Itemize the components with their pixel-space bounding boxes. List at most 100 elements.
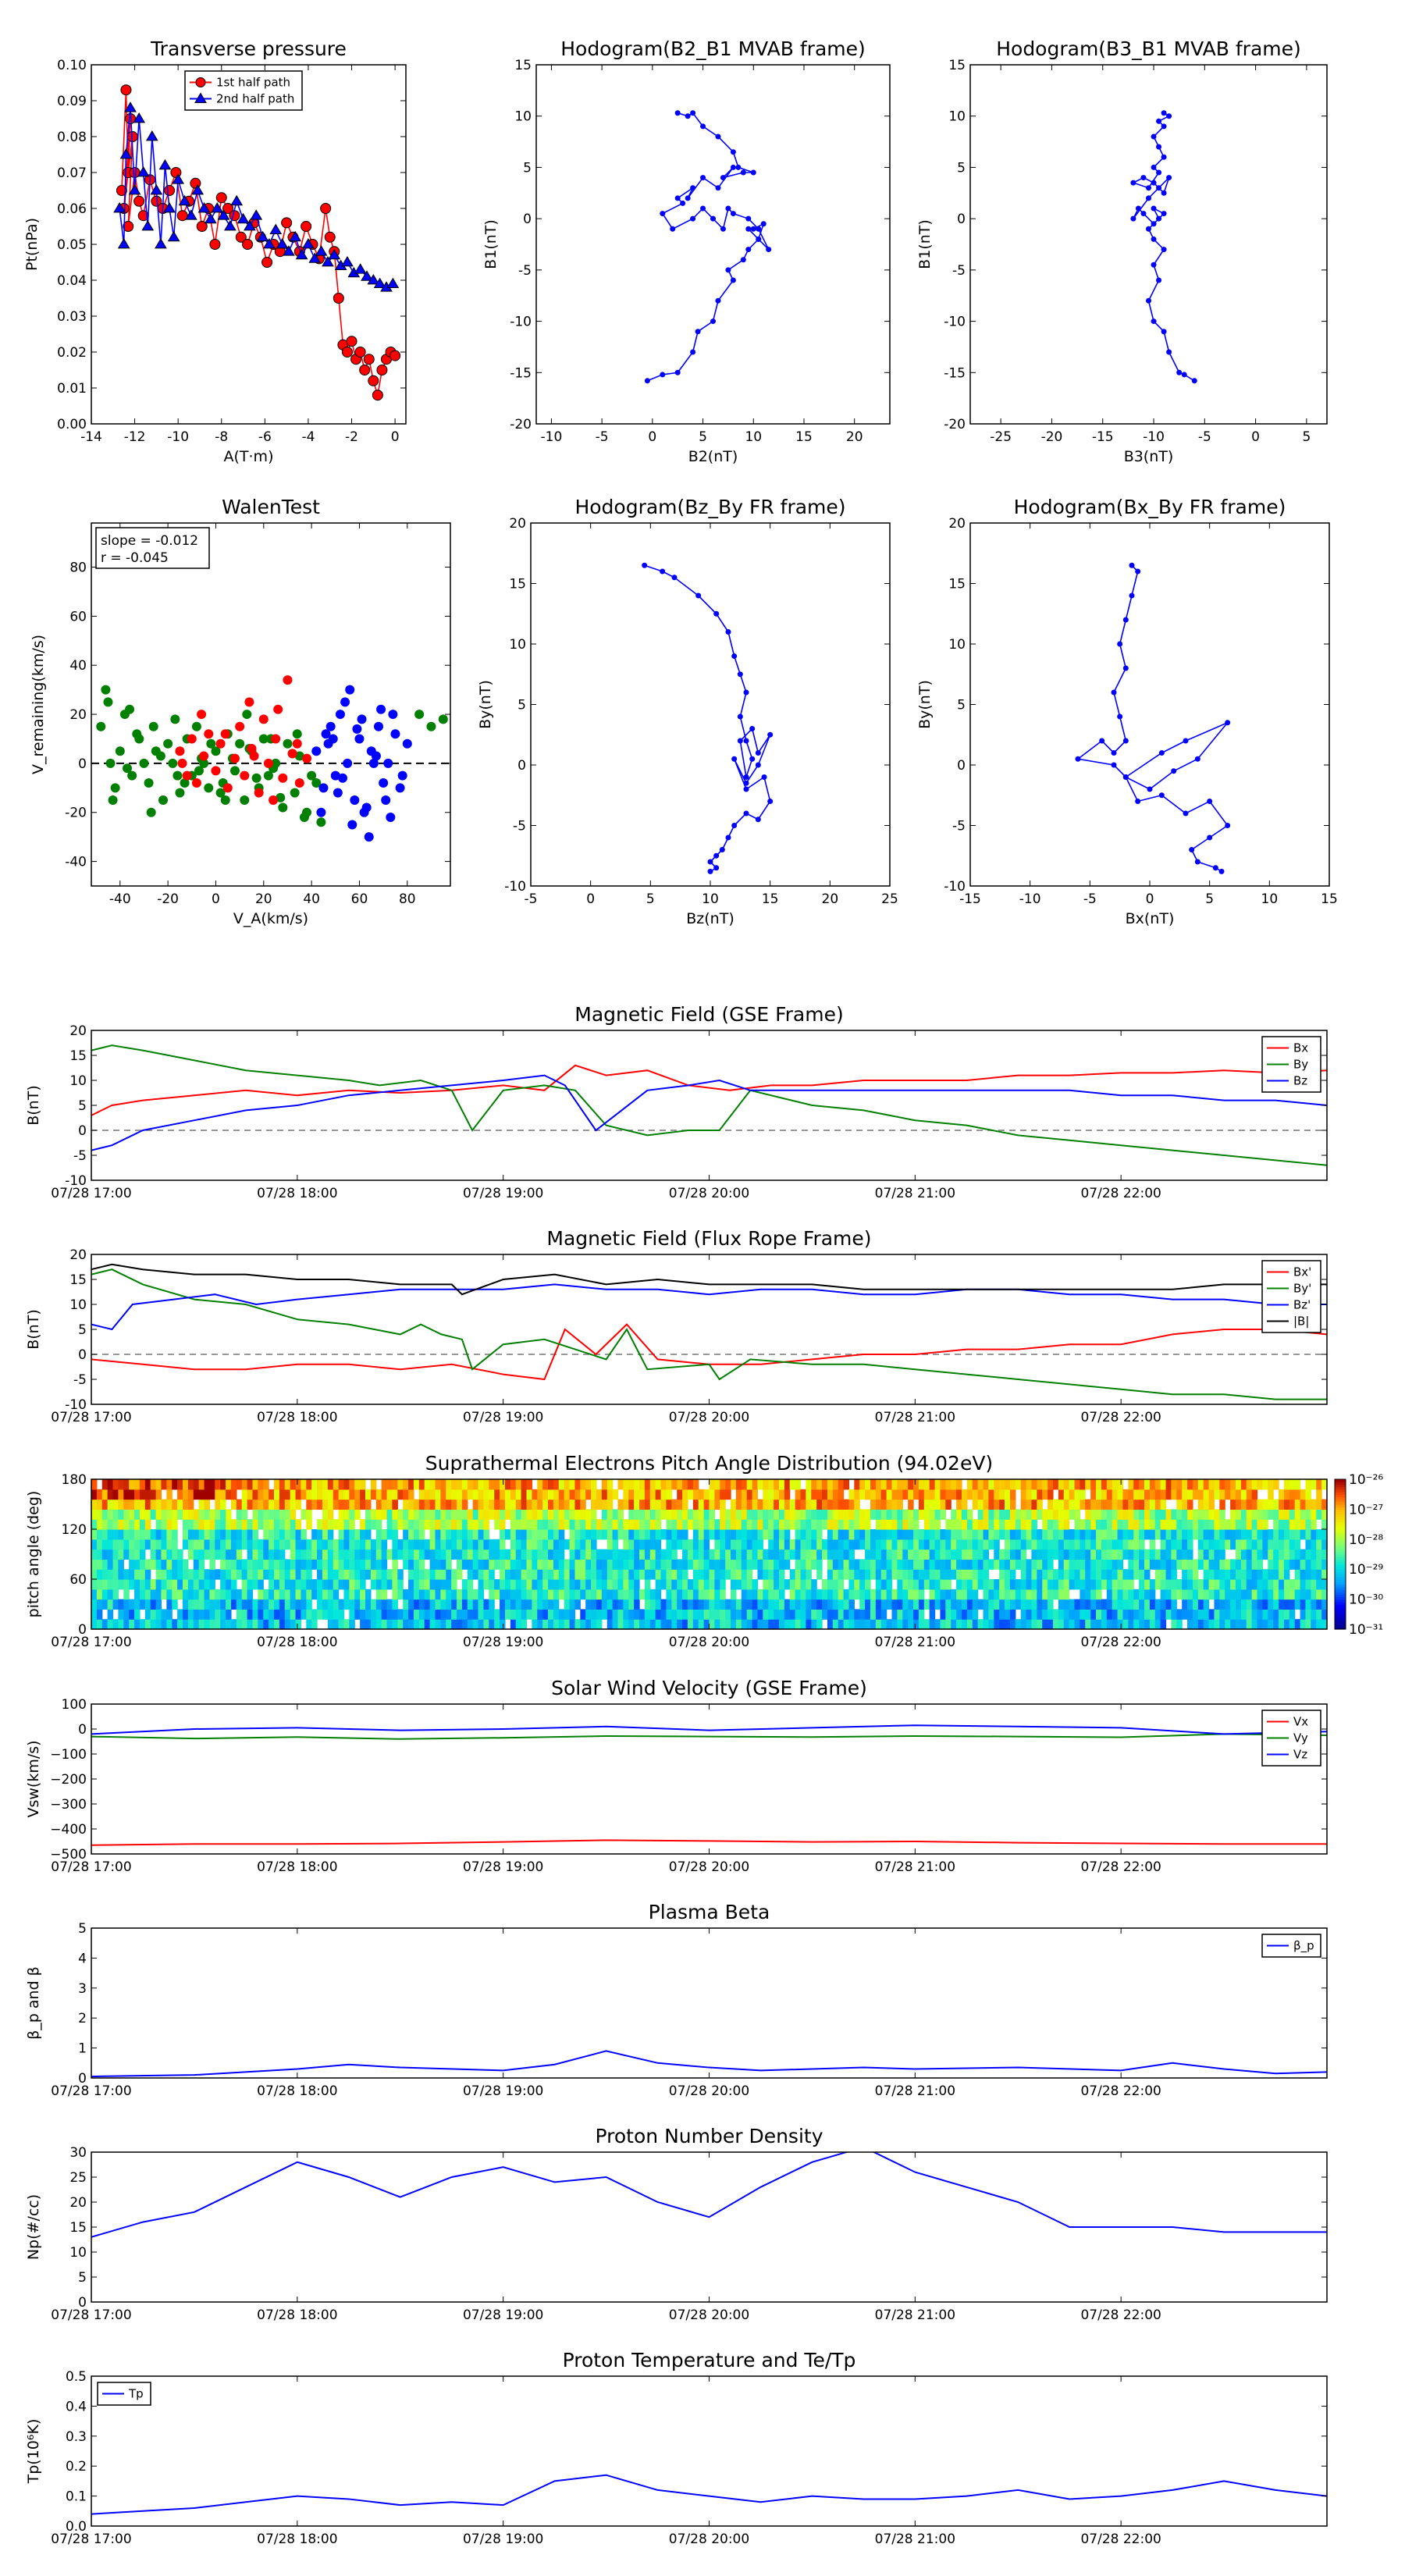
heatmap-cell <box>338 1599 345 1610</box>
heatmap-cell <box>811 1479 817 1490</box>
heatmap-cell <box>274 1559 280 1570</box>
heatmap-cell <box>537 1539 543 1550</box>
heatmap-cell <box>397 1549 404 1560</box>
heatmap-cell <box>606 1549 614 1560</box>
heatmap-cell <box>983 1569 989 1580</box>
heatmap-cell <box>940 1599 946 1610</box>
heatmap-cell <box>1251 1589 1258 1600</box>
heatmap-cell <box>870 1509 877 1520</box>
heatmap-cell <box>1096 1569 1102 1580</box>
heatmap-cell <box>677 1489 683 1500</box>
heatmap-cell <box>655 1589 662 1600</box>
heatmap-cell <box>596 1559 603 1570</box>
data-point <box>685 113 691 119</box>
heatmap-cell <box>144 1479 151 1490</box>
heatmap-cell <box>333 1499 340 1510</box>
heatmap-cell <box>731 1599 737 1610</box>
heatmap-cell <box>1240 1579 1247 1590</box>
heatmap-cell <box>1230 1619 1236 1629</box>
heatmap-cell <box>177 1509 183 1520</box>
y-tick-label: -10 <box>944 315 966 330</box>
heatmap-cell <box>634 1479 640 1490</box>
heatmap-cell <box>1203 1549 1210 1560</box>
heatmap-cell <box>134 1599 140 1610</box>
heatmap-cell <box>945 1479 951 1490</box>
heatmap-cell <box>360 1539 366 1550</box>
y-tick-label: 0 <box>957 758 966 774</box>
heatmap-cell <box>1160 1479 1167 1490</box>
heatmap-cell <box>709 1519 715 1530</box>
heatmap-cell <box>880 1539 887 1550</box>
heatmap-cell <box>343 1559 350 1570</box>
heatmap-cell <box>880 1529 887 1540</box>
data-point <box>283 738 293 749</box>
heatmap-cell <box>774 1619 780 1629</box>
y-tick-label: -5 <box>73 1148 87 1164</box>
heatmap-cell <box>585 1609 592 1620</box>
plot-area <box>1130 110 1197 384</box>
legend-label: 2nd half path <box>216 92 294 106</box>
heatmap-cell <box>161 1609 167 1620</box>
data-point <box>1158 750 1165 756</box>
y-tick-label: 15 <box>509 577 526 592</box>
heatmap-cell <box>311 1579 318 1590</box>
heatmap-cell <box>966 1529 973 1540</box>
heatmap-cell <box>134 1479 140 1490</box>
data-point <box>347 820 357 830</box>
heatmap-cell <box>247 1479 254 1490</box>
heatmap-cell <box>934 1499 941 1510</box>
heatmap-cell <box>123 1539 130 1550</box>
heatmap-cell <box>1096 1619 1102 1629</box>
x-tick-label: 07/28 18:00 <box>257 1859 337 1875</box>
x-tick-label: -10 <box>541 429 563 445</box>
legend-label: |B| <box>1293 1315 1309 1329</box>
heatmap-cell <box>558 1499 565 1510</box>
heatmap-cell <box>166 1609 173 1620</box>
heatmap-cell <box>838 1589 845 1600</box>
panel-h1: Hodogram(B2_B1 MVAB frame)-20-15-10-5051… <box>482 37 891 465</box>
heatmap-cell <box>1257 1499 1264 1510</box>
heatmap-cell <box>446 1549 452 1560</box>
heatmap-cell <box>1117 1609 1124 1620</box>
heatmap-cell <box>327 1619 334 1629</box>
heatmap-cell <box>360 1589 366 1600</box>
heatmap-cell <box>118 1529 124 1540</box>
heatmap-cell <box>1005 1589 1011 1600</box>
y-tick-label: 20 <box>69 1023 87 1039</box>
heatmap-cell <box>177 1559 183 1570</box>
heatmap-cell <box>1026 1489 1033 1500</box>
heatmap-cell <box>161 1539 167 1550</box>
data-point <box>141 220 155 231</box>
heatmap-cell <box>1289 1529 1296 1540</box>
heatmap-cell <box>526 1609 532 1620</box>
heatmap-cell <box>1182 1559 1188 1570</box>
heatmap-cell <box>1251 1539 1258 1550</box>
heatmap-cell <box>1230 1599 1236 1610</box>
heatmap-cell <box>1063 1539 1070 1550</box>
y-tick-label: 0.10 <box>57 58 87 73</box>
heatmap-cell <box>101 1589 108 1600</box>
data-point <box>311 778 322 788</box>
heatmap-cell <box>1063 1499 1070 1510</box>
heatmap-cell <box>542 1539 549 1550</box>
heatmap-cell <box>1160 1509 1167 1520</box>
heatmap-cell <box>865 1569 871 1580</box>
heatmap-cell <box>1214 1569 1220 1580</box>
heatmap-cell <box>155 1489 162 1500</box>
heatmap-cell <box>692 1559 699 1570</box>
heatmap-cell <box>763 1609 769 1620</box>
heatmap-cell <box>1031 1519 1037 1530</box>
heatmap-cell <box>1069 1489 1076 1500</box>
heatmap-cell <box>1208 1619 1215 1629</box>
heatmap-cell <box>999 1519 1005 1530</box>
heatmap-cell <box>1026 1479 1033 1490</box>
heatmap-cell <box>515 1499 522 1510</box>
x-tick-label: 07/28 17:00 <box>51 1410 131 1425</box>
heatmap-cell <box>1208 1519 1215 1530</box>
heatmap-cell <box>827 1569 834 1580</box>
heatmap-cell <box>354 1589 361 1600</box>
heatmap-cell <box>677 1559 683 1570</box>
heatmap-cell <box>451 1579 457 1590</box>
colorbar-segment <box>1335 1549 1346 1553</box>
heatmap-cell <box>1042 1519 1048 1530</box>
